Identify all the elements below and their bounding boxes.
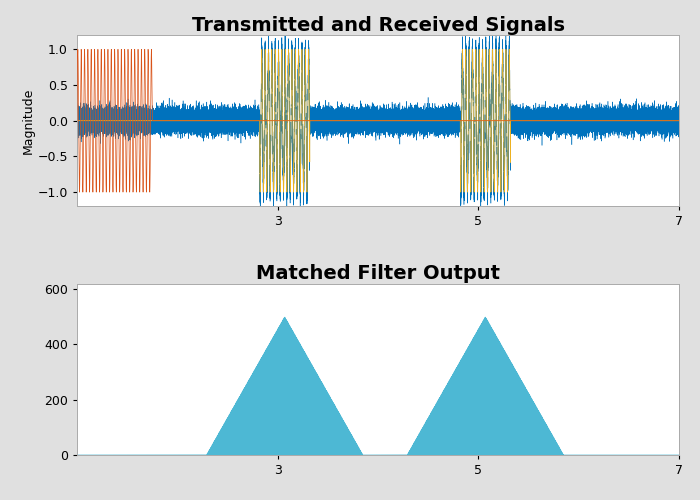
Title: Matched Filter Output: Matched Filter Output xyxy=(256,264,500,283)
Title: Transmitted and Received Signals: Transmitted and Received Signals xyxy=(192,16,564,35)
Y-axis label: Magnitude: Magnitude xyxy=(22,88,35,154)
